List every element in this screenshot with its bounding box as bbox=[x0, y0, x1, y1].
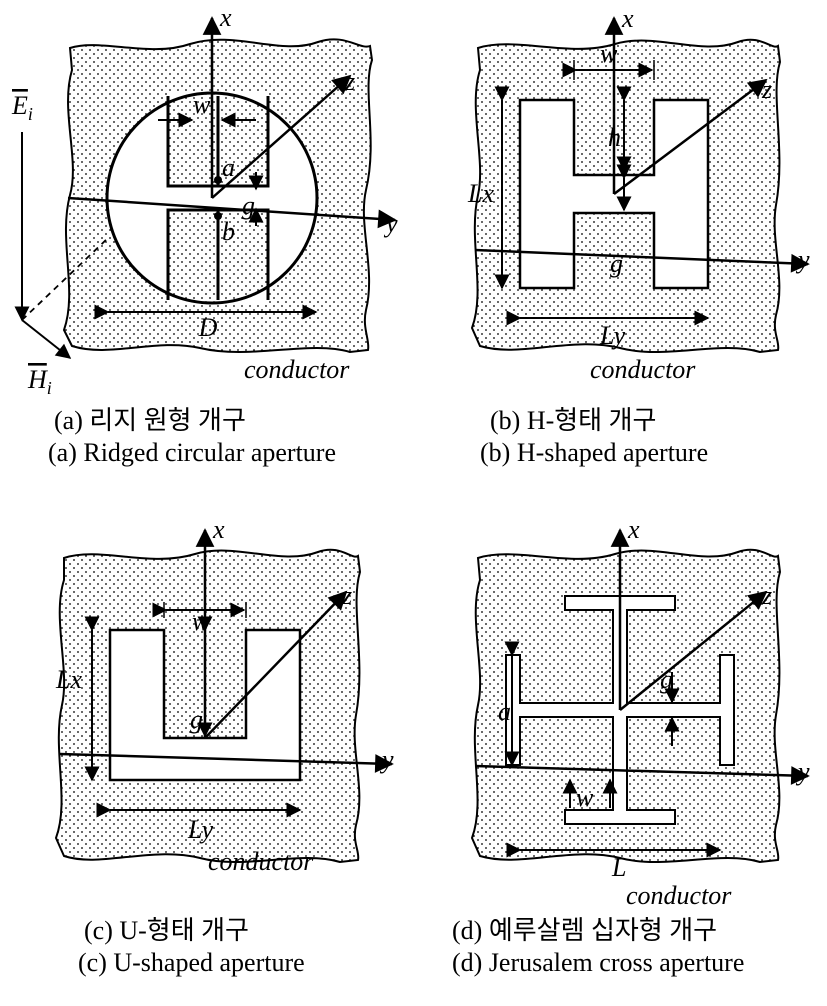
panel-b-svg: x y z w h g Lx Ly conductor bbox=[420, 0, 827, 430]
label-x: x bbox=[621, 4, 634, 33]
label-z: z bbox=[341, 581, 352, 610]
caption-c-ko: (c) U-형태 개구 bbox=[84, 910, 249, 947]
caption-b-ko: (b) H-형태 개구 bbox=[490, 400, 656, 437]
label-Ly: Ly bbox=[599, 321, 626, 350]
caption-a-en: (a) Ridged circular aperture bbox=[48, 438, 336, 468]
caption-d-en: (d) Jerusalem cross aperture bbox=[452, 948, 744, 978]
panel-c-svg: x y z w g Lx Ly conductor bbox=[0, 510, 410, 940]
caption-d-ko: (d) 예루살렘 십자형 개구 bbox=[452, 910, 717, 947]
label-y: y bbox=[383, 209, 398, 238]
label-Ly: Ly bbox=[187, 815, 214, 844]
label-w: w bbox=[193, 90, 211, 119]
label-Hi: Hi bbox=[27, 365, 52, 398]
panel-d-svg: x y z g a w L conductor bbox=[420, 510, 827, 940]
label-g: g bbox=[660, 665, 673, 694]
label-b: b bbox=[222, 217, 235, 246]
label-a: a bbox=[498, 697, 511, 726]
label-D: D bbox=[198, 313, 218, 342]
label-Lx: Lx bbox=[55, 665, 82, 694]
caption-b-en: (b) H-shaped aperture bbox=[480, 438, 708, 468]
label-conductor: conductor bbox=[244, 355, 350, 384]
label-x: x bbox=[212, 515, 225, 544]
panel-d: x y z g a w L conductor bbox=[420, 510, 827, 940]
label-x: x bbox=[627, 515, 640, 544]
panel-a: x y z w a b g D conductor Ei Hi bbox=[0, 0, 420, 430]
label-z: z bbox=[344, 67, 355, 96]
label-g: g bbox=[610, 249, 623, 278]
caption-a-ko: (a) 리지 원형 개구 bbox=[54, 400, 246, 437]
label-w: w bbox=[192, 607, 210, 636]
label-conductor: conductor bbox=[208, 847, 314, 876]
label-h: h bbox=[608, 123, 621, 152]
label-x: x bbox=[219, 3, 232, 32]
label-z: z bbox=[761, 581, 772, 610]
label-w: w bbox=[576, 783, 594, 812]
label-L: L bbox=[611, 853, 626, 882]
label-a: a bbox=[222, 153, 235, 182]
label-Lx: Lx bbox=[467, 179, 494, 208]
label-g: g bbox=[242, 191, 255, 220]
label-y: y bbox=[379, 745, 394, 774]
panel-c: x y z w g Lx Ly conductor bbox=[0, 510, 410, 940]
label-z: z bbox=[761, 75, 772, 104]
label-y: y bbox=[795, 245, 810, 274]
caption-c-en: (c) U-shaped aperture bbox=[78, 948, 305, 978]
panel-a-svg: x y z w a b g D conductor Ei Hi bbox=[0, 0, 420, 430]
label-w: w bbox=[600, 39, 618, 68]
figure-page: x y z w a b g D conductor Ei Hi (a) 리지 원 bbox=[0, 0, 827, 1006]
label-Ei: Ei bbox=[11, 91, 33, 124]
label-y: y bbox=[795, 757, 810, 786]
label-conductor: conductor bbox=[626, 881, 732, 910]
label-g: g bbox=[190, 705, 203, 734]
panel-b: x y z w h g Lx Ly conductor bbox=[420, 0, 827, 430]
label-conductor: conductor bbox=[590, 355, 696, 384]
